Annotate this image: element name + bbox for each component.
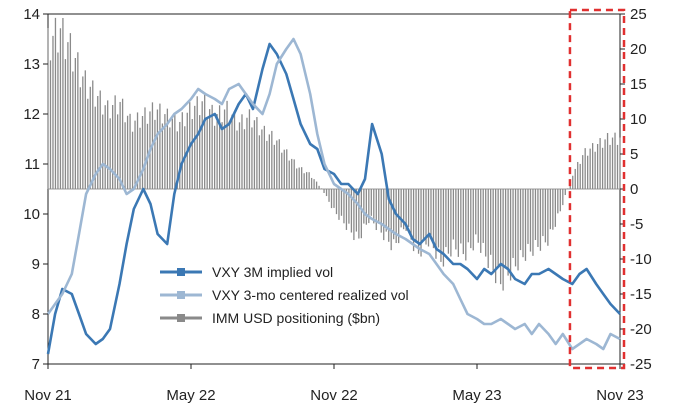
y-right-tick-label: 10 xyxy=(630,111,647,128)
y-left-tick-label: 7 xyxy=(32,356,40,373)
highlight-box xyxy=(568,8,626,370)
y-left-tick-label: 10 xyxy=(23,206,40,223)
realized-vol-line xyxy=(46,37,621,351)
x-tick-label: May 23 xyxy=(452,387,501,404)
legend-marker xyxy=(177,268,185,276)
legend-marker xyxy=(177,314,185,322)
legend-label: IMM USD positioning ($bn) xyxy=(212,310,380,326)
x-tick-label: Nov 21 xyxy=(24,387,72,404)
y-right-tick-label: -25 xyxy=(630,356,652,373)
legend-label: VXY 3M implied vol xyxy=(212,264,333,280)
imm-bars xyxy=(47,17,621,291)
axes: 7 8 9 10 11 12 13 14 -25 -20 -15 -10 -5 0 5 10 15 20 25 Nov… xyxy=(23,6,651,404)
y-right-tick-label: -20 xyxy=(630,321,652,338)
y-right-tick-label: 25 xyxy=(630,6,647,23)
y-left-tick-label: 13 xyxy=(23,56,40,73)
y-left-tick-label: 8 xyxy=(32,306,40,323)
implied-vol-line xyxy=(46,42,621,355)
y-left-tick-label: 14 xyxy=(23,6,40,23)
legend: VXY 3M implied vol VXY 3-mo centered real… xyxy=(160,264,409,326)
y-left-tick-label: 9 xyxy=(32,256,40,273)
series-lines xyxy=(46,37,621,355)
legend-label: VXY 3-mo centered realized vol xyxy=(212,287,409,303)
y-right-tick-label: 0 xyxy=(630,181,638,198)
y-right-tick-label: 15 xyxy=(630,76,647,93)
y-left-tick-label: 12 xyxy=(23,106,40,123)
x-tick-label: Nov 23 xyxy=(596,387,644,404)
y-right-tick-label: 5 xyxy=(630,146,638,163)
y-right-tick-label: -10 xyxy=(630,251,652,268)
x-tick-label: May 22 xyxy=(166,387,215,404)
legend-marker xyxy=(177,291,185,299)
y-right-tick-label: 20 xyxy=(630,41,647,58)
highlight-region xyxy=(568,8,626,370)
y-right-tick-label: -5 xyxy=(630,216,643,233)
x-tick-label: Nov 22 xyxy=(310,387,358,404)
y-right-tick-label: -15 xyxy=(630,286,652,303)
y-left-tick-label: 11 xyxy=(24,156,40,173)
